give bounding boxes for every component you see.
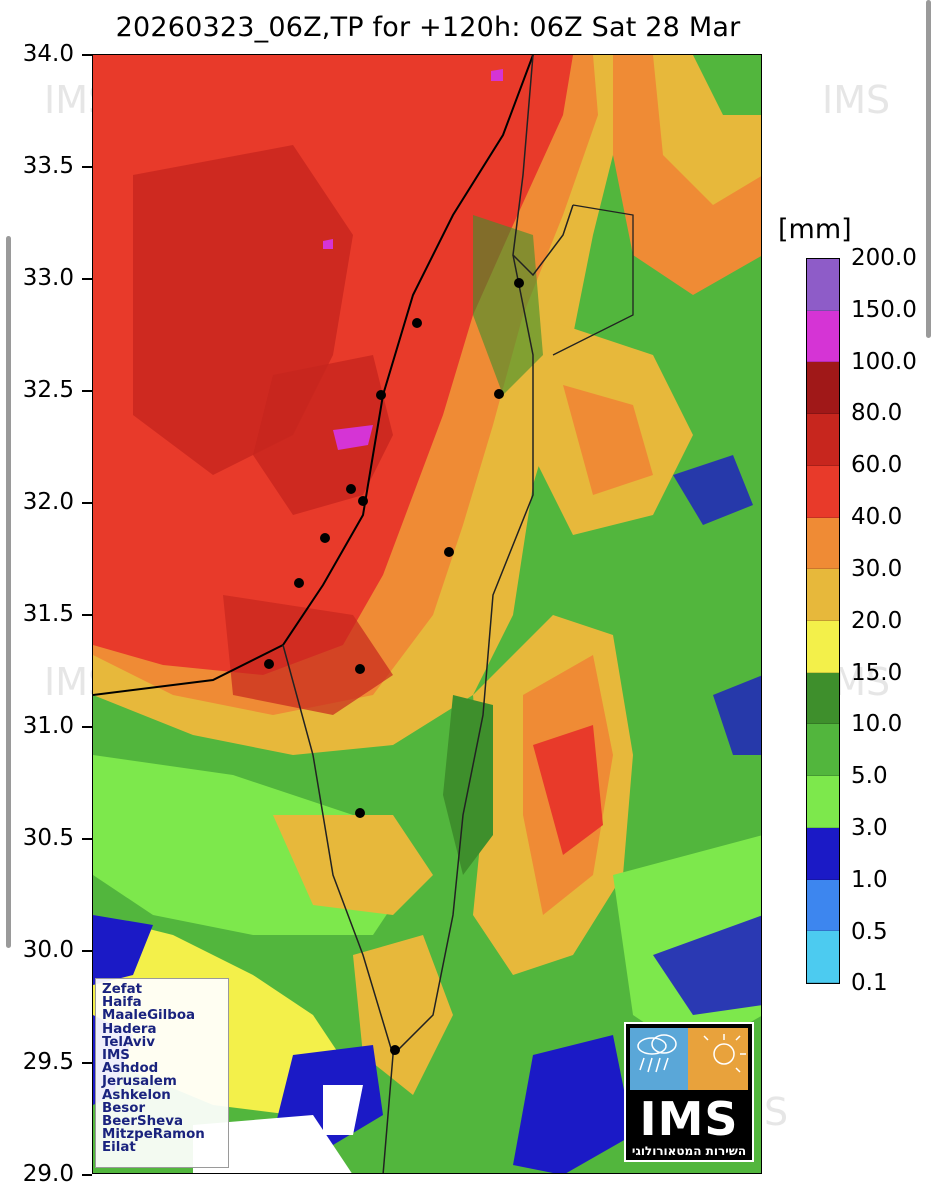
legend-city: Hadera	[102, 1021, 157, 1037]
lat-tick-mark	[82, 1174, 92, 1176]
lat-tick-mark	[82, 614, 92, 616]
colorbar-label: 3.0	[851, 815, 888, 841]
colorbar-segment	[807, 724, 839, 777]
colorbar-segment	[807, 310, 839, 363]
colorbar-label: 10.0	[851, 711, 903, 737]
lat-tick-mark	[82, 726, 92, 728]
legend-city: TelAviv	[102, 1034, 155, 1050]
lat-tick-label: 33.0	[22, 265, 74, 291]
colorbar-segment	[807, 465, 839, 518]
lat-tick-label: 32.0	[22, 489, 74, 515]
legend-city: BeerSheva	[102, 1114, 183, 1130]
logo-text: IMS	[639, 1092, 739, 1146]
colorbar-segment	[807, 569, 839, 622]
colorbar-segment	[807, 931, 839, 984]
colorbar-segment	[807, 827, 839, 880]
legend-city: Besor	[102, 1100, 146, 1116]
lat-tick-mark	[82, 278, 92, 280]
lat-tick-mark	[82, 1062, 92, 1064]
logo-subtext: השירות המטאורולוגי	[631, 1144, 747, 1158]
map-title: 20260323_06Z,TP for +120h: 06Z Sat 28 Ma…	[115, 12, 741, 43]
legend-city: MitzpeRamon	[102, 1127, 205, 1143]
ims-logo: IMS השירות המטאורולוגי	[624, 1022, 754, 1162]
colorbar-segment	[807, 414, 839, 466]
colorbar-label: 1.0	[851, 867, 888, 893]
colorbar-label: 80.0	[851, 400, 903, 426]
lat-tick-label: 30.5	[22, 825, 74, 851]
colorbar-label: 100.0	[851, 349, 917, 375]
city-legend: Zefat Haifa MaaleGilboa Hadera TelAviv I…	[95, 978, 229, 1168]
colorbar-segment	[807, 517, 839, 570]
lat-tick-label: 34.0	[22, 41, 74, 67]
legend-city: Eilat	[102, 1140, 136, 1156]
legend-city: Zefat	[102, 982, 143, 997]
lat-tick-mark	[82, 390, 92, 392]
legend-city: MaaleGilboa	[102, 1008, 196, 1024]
lat-tick-label: 31.5	[22, 601, 74, 627]
lat-tick-label: 29.0	[22, 1161, 74, 1187]
colorbar-label: 60.0	[851, 452, 903, 478]
colorbar-label: 150.0	[851, 297, 917, 323]
legend-city: Jerusalem	[102, 1074, 177, 1090]
colorbar-label: 20.0	[851, 608, 903, 634]
colorbar-unit-label: [mm]	[778, 214, 852, 245]
legend-city: Haifa	[102, 995, 142, 1011]
colorbar-label: 200.0	[851, 245, 917, 271]
legend-city: Ashdod	[102, 1061, 159, 1077]
lat-tick-label: 32.5	[22, 377, 74, 403]
colorbar-segment	[807, 362, 839, 415]
colorbar-label: 15.0	[851, 660, 903, 686]
colorbar-segment	[807, 259, 839, 311]
lat-tick-label: 33.5	[22, 153, 74, 179]
colorbar-segment	[807, 879, 839, 932]
colorbar	[806, 258, 840, 984]
vertical-scrollbar-right[interactable]	[926, 0, 931, 338]
colorbar-label: 0.5	[851, 919, 888, 945]
colorbar-label: 5.0	[851, 763, 888, 789]
sun-icon	[688, 1028, 748, 1090]
lat-tick-mark	[82, 502, 92, 504]
lat-tick-mark	[82, 950, 92, 952]
colorbar-label: 0.1	[851, 970, 888, 996]
lat-tick-mark	[82, 54, 92, 56]
legend-city: IMS	[102, 1048, 130, 1064]
rain-cloud-icon	[630, 1028, 688, 1090]
lat-tick-mark	[82, 166, 92, 168]
colorbar-segment	[807, 672, 839, 725]
colorbar-label: 40.0	[851, 504, 903, 530]
watermark: IMS	[822, 78, 891, 122]
colorbar-segment	[807, 776, 839, 828]
lat-tick-label: 30.0	[22, 937, 74, 963]
vertical-scrollbar-left[interactable]	[6, 236, 11, 948]
colorbar-label: 30.0	[851, 556, 903, 582]
legend-city: Ashkelon	[102, 1087, 171, 1103]
lat-tick-label: 29.5	[22, 1049, 74, 1075]
lat-tick-mark	[82, 838, 92, 840]
lat-tick-label: 31.0	[22, 713, 74, 739]
colorbar-segment	[807, 621, 839, 673]
